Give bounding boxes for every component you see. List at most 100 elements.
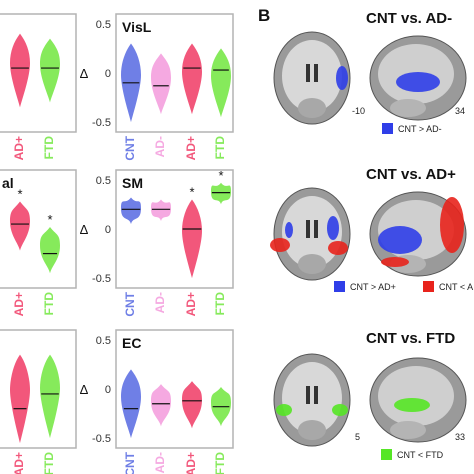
sagittal-slice-label-1: 34: [455, 106, 466, 116]
violin-ftd: [40, 354, 60, 439]
plot-frame: [115, 169, 234, 289]
category-label: AD+: [12, 292, 26, 316]
category-label: AD+: [184, 136, 198, 160]
significance-star: *: [218, 168, 223, 183]
brain-row-3: [273, 353, 467, 447]
activation-cluster: [270, 238, 290, 252]
comparison-title-3: CNT vs. FTD: [366, 330, 456, 347]
category-label: CNT: [123, 451, 137, 474]
activation-cluster: [276, 404, 292, 416]
sagittal-slice-label-3: 33: [455, 432, 466, 442]
legend-swatch-blue: [382, 123, 393, 134]
white-matter: [378, 366, 454, 426]
violin-plot-1: AD+ FTD: [0, 13, 77, 160]
white-matter: [282, 40, 342, 112]
category-label: CNT: [123, 291, 137, 316]
ventricle-left: [306, 220, 310, 238]
plot-frame: [115, 13, 234, 133]
violin-ftd: [40, 38, 60, 103]
panel-b-letter: B: [258, 6, 271, 25]
activation-cluster: [327, 216, 339, 240]
violin-adplus: [10, 33, 30, 108]
legend-swatch-green: [381, 449, 392, 460]
y-tick-label: 0: [105, 68, 111, 80]
y-axis-label: Δ: [80, 66, 89, 81]
y-axis-label: Δ: [80, 382, 89, 397]
violin-plot-3: al*AD+*FTD: [0, 169, 77, 316]
violin-ftd: [40, 227, 60, 274]
plot-frame: [0, 169, 77, 289]
category-label: AD-: [153, 452, 167, 473]
violin-ftd: [211, 182, 231, 205]
category-label: AD+: [12, 452, 26, 474]
legend-label: CNT > AD+: [350, 281, 396, 292]
comparison-title-2: CNT vs. AD+: [366, 166, 456, 183]
plot-title: EC: [122, 335, 141, 351]
activation-cluster: [328, 241, 348, 255]
category-label: AD+: [184, 292, 198, 316]
category-label: FTD: [42, 136, 56, 160]
significance-star: *: [189, 185, 194, 200]
legend-swatch-red: [423, 281, 434, 292]
plot-frame: [0, 329, 77, 449]
legend-item-1: CNT > AD-: [382, 123, 442, 134]
plot-frame: [115, 329, 234, 449]
violin-cnt: [121, 369, 141, 439]
violin-adplus: [10, 201, 30, 251]
category-label: AD-: [153, 136, 167, 157]
coronal-slice-label-3: 5: [355, 432, 361, 442]
violin-adplus: [182, 199, 202, 279]
activation-cluster: [394, 398, 430, 412]
violin-cnt: [121, 197, 141, 225]
violin-adminus: [151, 53, 171, 115]
y-tick-label: 0.5: [96, 19, 111, 31]
violin-adminus: [151, 384, 171, 427]
coronal-slice-label-1: -10: [352, 106, 366, 116]
activation-cluster: [378, 226, 422, 254]
y-axis-label: Δ: [80, 222, 89, 237]
ventricle-left: [306, 64, 310, 82]
y-tick-label: 0.5: [96, 335, 111, 347]
activation-cluster: [396, 72, 440, 92]
white-matter: [282, 362, 342, 434]
legend-label: CNT < FTD: [397, 449, 444, 460]
category-label: AD+: [12, 136, 26, 160]
ventricle-left: [306, 386, 310, 404]
category-label: FTD: [42, 292, 56, 316]
significance-star: *: [47, 212, 52, 227]
violin-adplus: [182, 381, 202, 429]
legend-item-3: CNT < FTD: [381, 449, 443, 460]
comparison-title-1: CNT vs. AD-: [366, 10, 453, 27]
activation-cluster: [440, 197, 464, 253]
violin-plot-4: SM 0.5 0 -0.5 Δ CNT AD- * AD+ * FTD: [80, 168, 234, 317]
plot-title: VisL: [122, 19, 152, 35]
brainstem: [298, 420, 326, 440]
brain-row-1: [273, 31, 467, 125]
violin-plot-2: VisL 0.5 0 -0.5 Δ CNT AD- AD+ FTD: [80, 13, 234, 161]
category-label: FTD: [213, 292, 227, 316]
y-tick-label: 0.5: [96, 175, 111, 187]
activation-cluster: [332, 404, 348, 416]
y-tick-label: -0.5: [92, 433, 111, 445]
y-tick-label: 0: [105, 224, 111, 236]
cerebellum: [390, 99, 426, 117]
plot-frame: [0, 13, 77, 133]
y-tick-label: 0: [105, 384, 111, 396]
legend-swatch-blue: [334, 281, 345, 292]
y-tick-label: -0.5: [92, 117, 111, 129]
ventricle-right: [314, 220, 318, 238]
violin-plots-panel: AD+ FTD VisL 0.5 0 -0.5 Δ CNT AD- AD+ FTD al * AD+ * FT…: [0, 13, 234, 474]
category-label: FTD: [42, 452, 56, 474]
ventricle-right: [314, 386, 318, 404]
brainstem: [298, 254, 326, 274]
plot-title: al: [2, 175, 14, 191]
white-matter: [282, 196, 342, 268]
brain-images-panel: [270, 31, 467, 447]
legend-item-2b: CNT < A: [423, 281, 473, 292]
violin-adminus: [151, 199, 171, 222]
activation-cluster: [381, 257, 409, 267]
category-label: FTD: [213, 452, 227, 474]
category-label: FTD: [213, 136, 227, 160]
category-label: AD+: [184, 452, 198, 474]
